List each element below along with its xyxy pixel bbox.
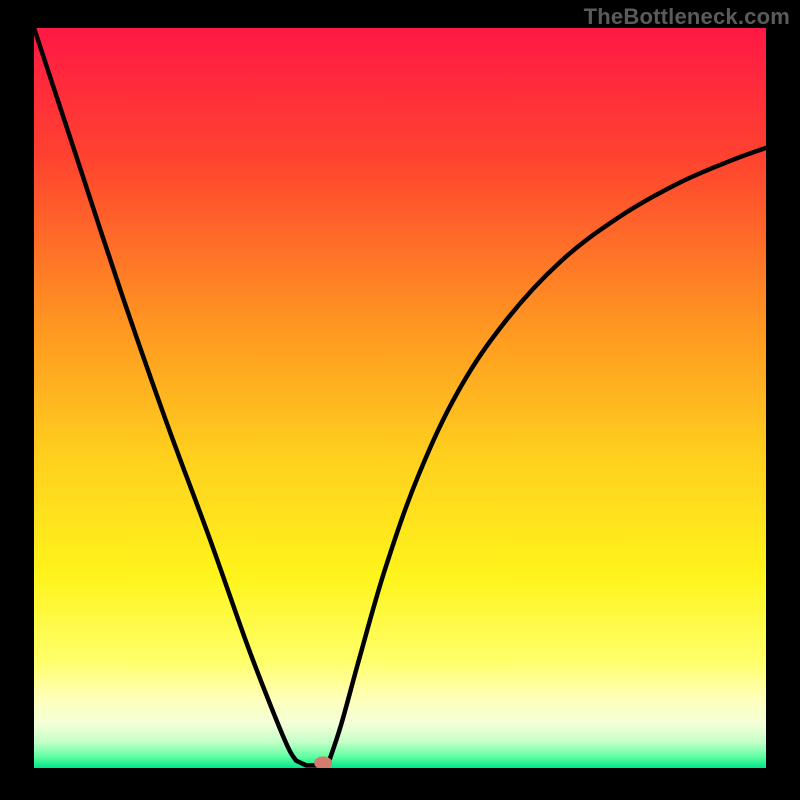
plot-background [34,28,766,768]
chart-frame: TheBottleneck.com [0,0,800,800]
watermark-text: TheBottleneck.com [584,4,790,30]
bottleneck-chart [34,28,766,768]
